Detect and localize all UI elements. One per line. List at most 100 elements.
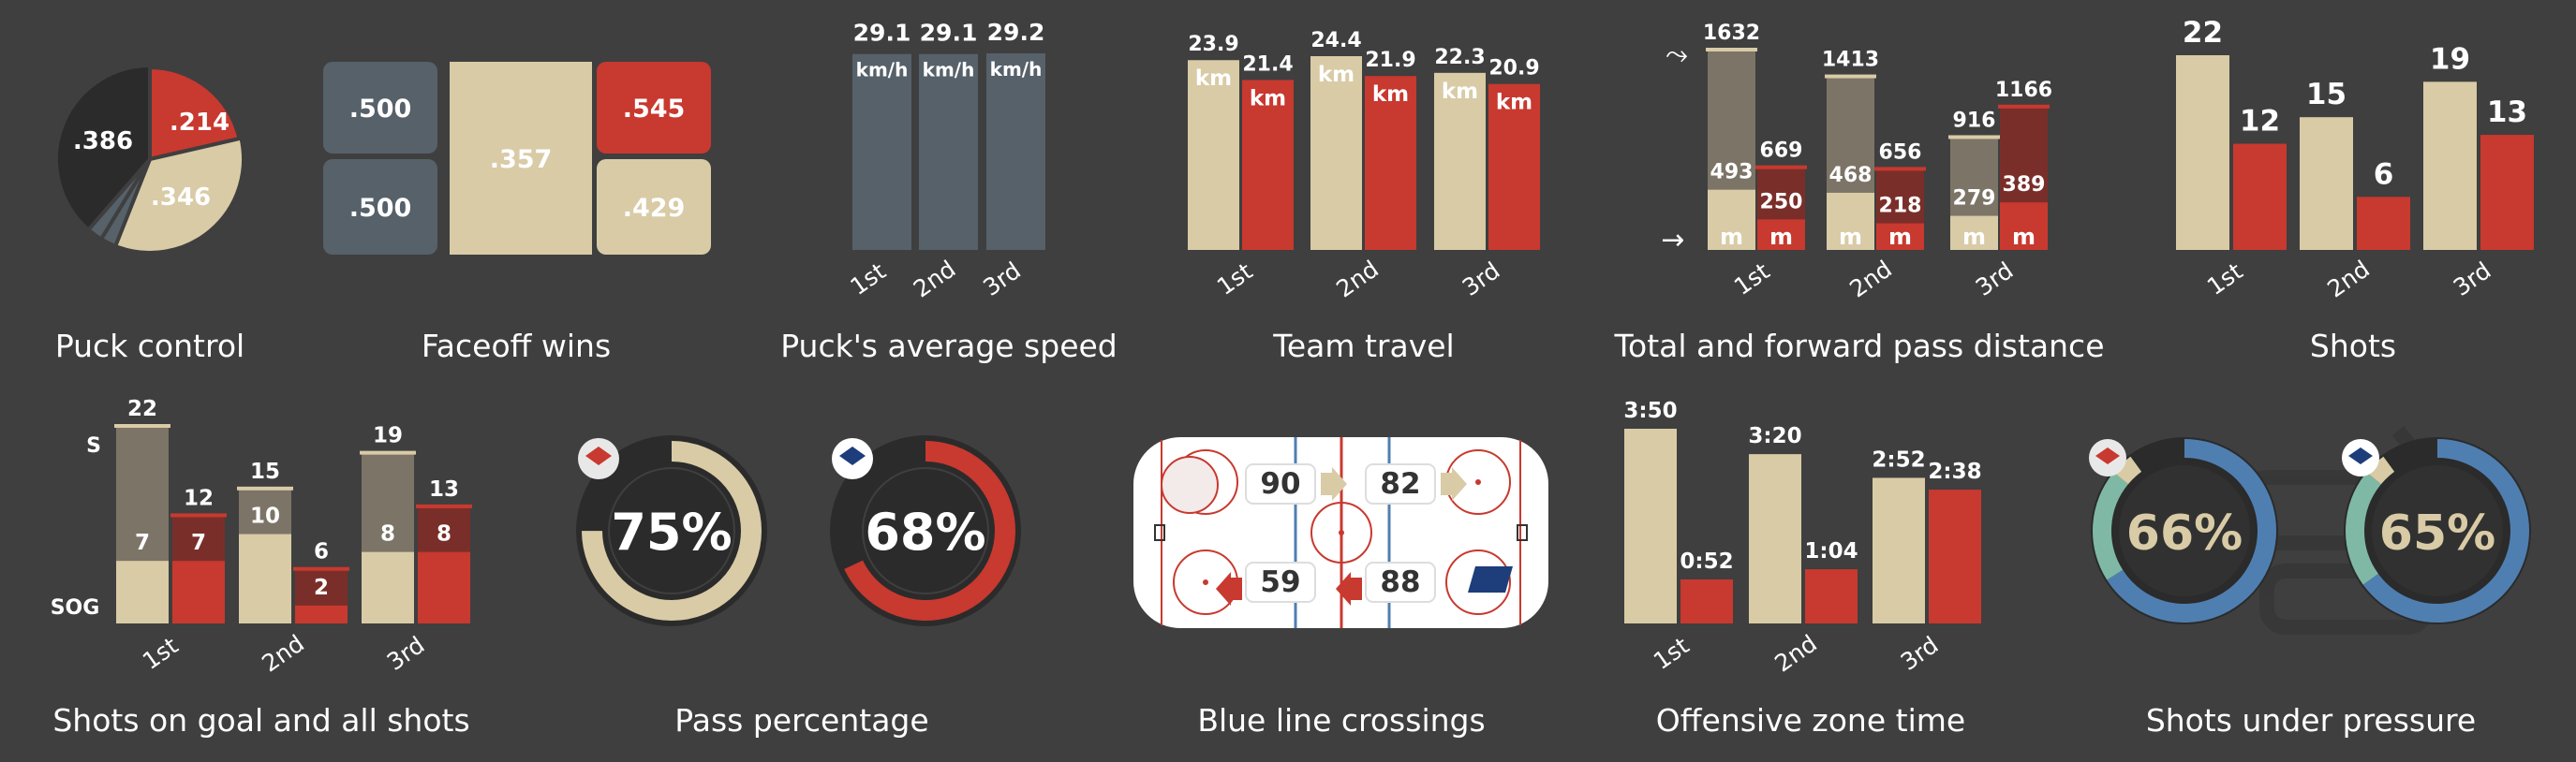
travel-unit: km (1442, 80, 1478, 104)
pressure-donut-label: 65% (2379, 506, 2495, 562)
pass-total-cap (1948, 135, 2000, 139)
crossings-bottom-left-box (1245, 562, 1316, 603)
pressure-donut-arc (2113, 456, 2142, 485)
caption-pass-distance: Total and forward pass distance (1614, 328, 2105, 364)
travel-tick: 1st (1212, 257, 1258, 300)
speed-tick: 3rd (978, 256, 1026, 301)
pass-unit: m (1839, 224, 1862, 250)
pressure-donut-center (2119, 465, 2250, 596)
rink-center-dot (1339, 530, 1344, 535)
faceoff-label: .545 (623, 95, 686, 124)
sog-value: 2 (314, 576, 329, 600)
pass-forward-bar (2000, 202, 2048, 250)
pass-total-value: 1632 (1703, 22, 1760, 45)
pass-total-value: 669 (1760, 139, 1803, 163)
zone-bar (1680, 579, 1733, 623)
sog-tick: 1st (138, 632, 184, 675)
pressure-donut-arc (2346, 472, 2382, 585)
shots-value: 6 (2374, 157, 2394, 191)
travel-bar (1310, 56, 1362, 250)
caption-shots: Shots (2309, 328, 2397, 364)
arrow-left-icon (1216, 572, 1242, 606)
sog-value: 7 (191, 531, 206, 555)
pass-donut-arc (582, 441, 762, 621)
rink-faceoff-dot (1203, 579, 1208, 585)
away-team-logo (2342, 439, 2379, 476)
caption-offensive-zone: Offensive zone time (1655, 702, 1966, 739)
shots-bar (2300, 117, 2353, 250)
travel-value: 22.3 (1434, 46, 1485, 69)
pass-unit: m (2012, 224, 2036, 250)
travel-unit: km (1250, 86, 1286, 110)
shots-value: 13 (2487, 95, 2527, 129)
pass-forward-value: 250 (1760, 190, 1803, 213)
pie-slice (148, 65, 242, 162)
sog-value: 8 (380, 522, 395, 547)
away-team-logo (832, 438, 873, 479)
speed-bar (919, 53, 978, 250)
sog-bar (239, 534, 291, 623)
sog-bar (418, 551, 470, 623)
team-logo-mark (839, 447, 866, 465)
faceoff-cell (597, 62, 711, 154)
zone-value: 2:38 (1928, 460, 1981, 484)
travel-value: 24.4 (1310, 29, 1361, 52)
speed-unit: km/h (856, 59, 909, 81)
sog-tick: 2nd (257, 630, 309, 678)
pass-forward-value: 468 (1829, 164, 1873, 187)
crossings-top-right-box (1365, 463, 1436, 505)
sog-shots-value: 12 (184, 486, 214, 510)
caption-shots-on-goal: Shots on goal and all shots (52, 702, 470, 739)
travel-value: 20.9 (1488, 57, 1539, 81)
shots-value: 15 (2306, 78, 2347, 111)
sog-shots-value: 19 (373, 424, 403, 448)
pressure-donut-arc (2362, 439, 2529, 623)
rink-faceoff-circle (1445, 550, 1511, 615)
shots-bar (2357, 197, 2410, 250)
zone-bar (1749, 454, 1801, 623)
faceoff-label: .500 (349, 95, 412, 124)
speed-value: 29.2 (987, 19, 1045, 46)
zone-bar (1873, 477, 1925, 623)
travel-value: 21.4 (1242, 52, 1293, 76)
shots-tick: 3rd (2449, 256, 2496, 301)
crossings-top-left: 90 (1260, 467, 1300, 501)
pressure-donut-arc (2093, 472, 2129, 580)
caption-blue-line: Blue line crossings (1197, 702, 1486, 739)
pass-forward-value: 279 (1953, 187, 1996, 211)
faceoff-cell (323, 159, 437, 255)
crossings-top-right: 82 (1380, 467, 1420, 501)
pass-unit: m (1962, 224, 1986, 250)
pass-total-value: 916 (1953, 109, 1996, 132)
faceoff-cell (323, 62, 437, 154)
pass-total-icon: ⤳ (1666, 38, 1688, 71)
pressure-donut-arc (2366, 456, 2395, 485)
pass-tick: 3rd (1971, 256, 2019, 301)
rink-faceoff-dot (1475, 479, 1481, 485)
pass-donut-label: 68% (865, 503, 985, 562)
travel-bar (1365, 76, 1416, 250)
crossings-bottom-right-box (1365, 562, 1436, 603)
zone-value: 3:20 (1748, 424, 1801, 448)
rink: 90 82 59 88 (1133, 437, 1548, 628)
team-logo-mark (2095, 447, 2120, 464)
pass-unit: m (1888, 224, 1912, 250)
zone-bar (1624, 429, 1677, 623)
pass-tick: 2nd (1844, 256, 1897, 303)
pass-donut-center (864, 469, 987, 593)
shots-tick: 2nd (2322, 256, 2375, 303)
speed-unit: km/h (923, 59, 975, 81)
caption-pass-percentage: Pass percentage (674, 702, 929, 739)
travel-bar (1242, 80, 1294, 250)
speed-bar (852, 53, 911, 250)
zone-bar (1805, 569, 1858, 623)
crossings-bottom-right: 88 (1380, 565, 1420, 599)
caption-puck-control: Puck control (54, 328, 245, 364)
travel-bar (1488, 83, 1540, 250)
away-team-logo (1468, 566, 1513, 593)
faceoff-label: .500 (349, 194, 412, 223)
arrow-right-icon (1321, 467, 1347, 501)
pass-forward-value: 493 (1710, 161, 1754, 184)
